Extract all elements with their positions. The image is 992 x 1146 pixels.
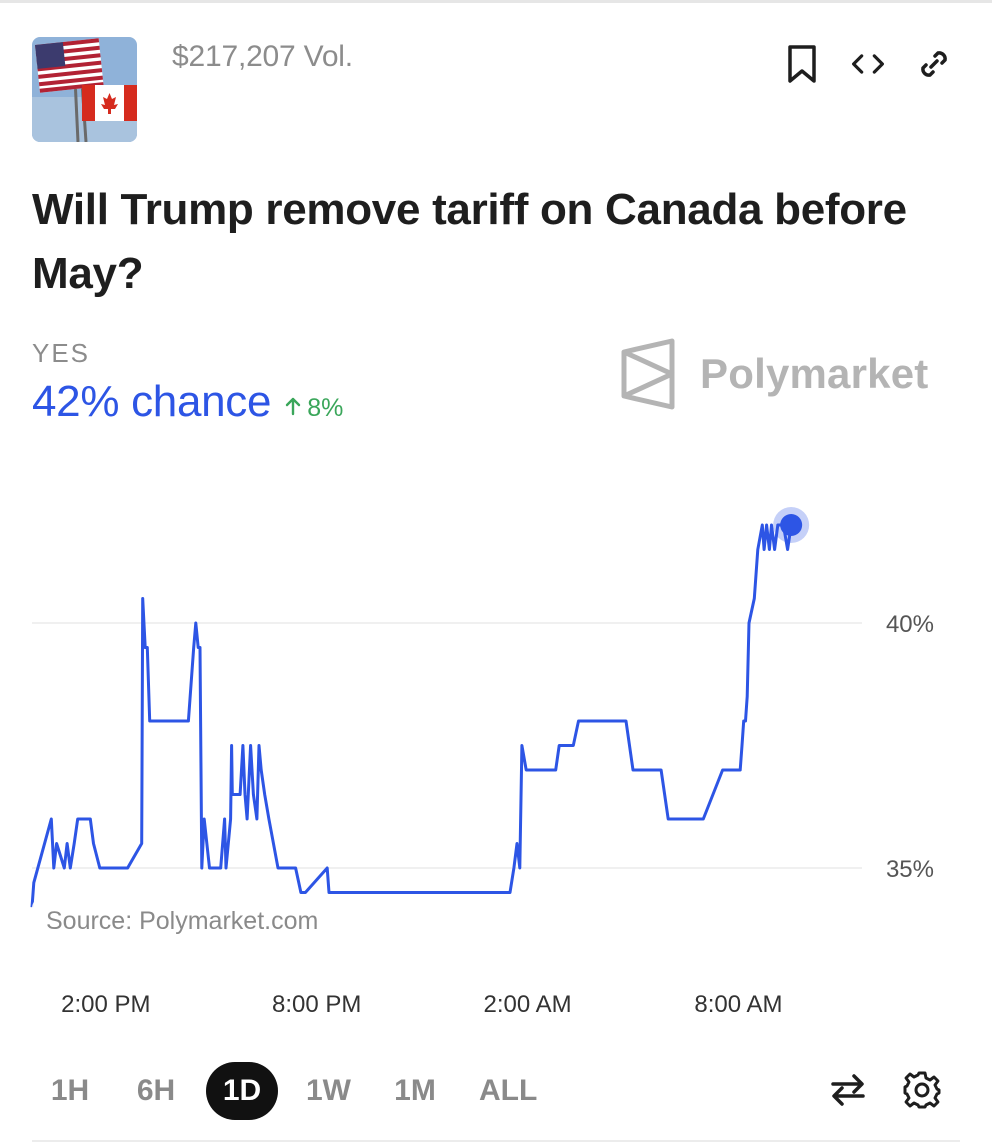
chart-source: Source: Polymarket.com <box>32 898 376 942</box>
top-divider <box>0 0 992 3</box>
range-1w[interactable]: 1W <box>306 1074 351 1107</box>
x-tick-label: 8:00 AM <box>694 991 782 1018</box>
x-tick-label: 2:00 PM <box>61 991 150 1018</box>
range-1h[interactable]: 1H <box>50 1074 90 1107</box>
volume-label: $217,207 Vol. <box>172 40 353 73</box>
polymarket-logo: Polymarket <box>618 338 928 410</box>
chance-delta: 8% <box>285 394 343 423</box>
chart-source-text: Source: Polymarket.com <box>46 907 318 935</box>
chart-tools <box>828 1068 942 1112</box>
us-flag-image <box>35 38 104 93</box>
chance-delta-value: 8% <box>307 394 344 422</box>
chart-series-yes <box>30 523 793 908</box>
link-icon <box>921 51 947 77</box>
range-all[interactable]: ALL <box>479 1074 538 1107</box>
market-title: Will Trump remove tariff on Canada befor… <box>32 185 907 298</box>
x-tick-label: 8:00 PM <box>272 991 361 1018</box>
price-chart: 40% 35% Source: Polymarket.com 2:00 PM 8:0… <box>30 507 934 1018</box>
bookmark-button[interactable] <box>784 44 820 84</box>
market-thumbnail <box>32 37 137 142</box>
y-tick-label: 40% <box>886 611 934 638</box>
chart-settings-button[interactable] <box>902 1068 942 1112</box>
market-actions <box>784 44 952 84</box>
arrow-up-icon <box>285 397 301 416</box>
gear-icon <box>903 1071 941 1109</box>
range-1d[interactable]: 1D <box>206 1062 278 1120</box>
bottom-divider <box>32 1140 960 1142</box>
x-tick-label: 2:00 AM <box>484 991 572 1018</box>
copy-link-button[interactable] <box>916 44 952 84</box>
chance-row: 42% chance 8% <box>32 377 343 427</box>
canada-flag-image <box>82 85 137 121</box>
y-tick-label: 35% <box>886 856 934 883</box>
brand-name: Polymarket <box>700 350 929 397</box>
range-6h[interactable]: 6H <box>136 1074 176 1107</box>
chance-value: 42% chance <box>32 377 272 426</box>
outcome-label: YES <box>32 338 91 368</box>
polymarket-logo-icon <box>621 338 675 410</box>
embed-button[interactable] <box>850 44 886 84</box>
swap-arrows-icon <box>831 1074 865 1106</box>
chart-current-point[interactable] <box>780 514 803 536</box>
bookmark-icon <box>788 45 816 83</box>
range-1m[interactable]: 1M <box>394 1074 436 1107</box>
time-range-selector: 1H 6H 1D 1W 1M ALL <box>34 1062 551 1120</box>
code-icon <box>852 54 884 74</box>
swap-outcome-button[interactable] <box>828 1068 868 1112</box>
